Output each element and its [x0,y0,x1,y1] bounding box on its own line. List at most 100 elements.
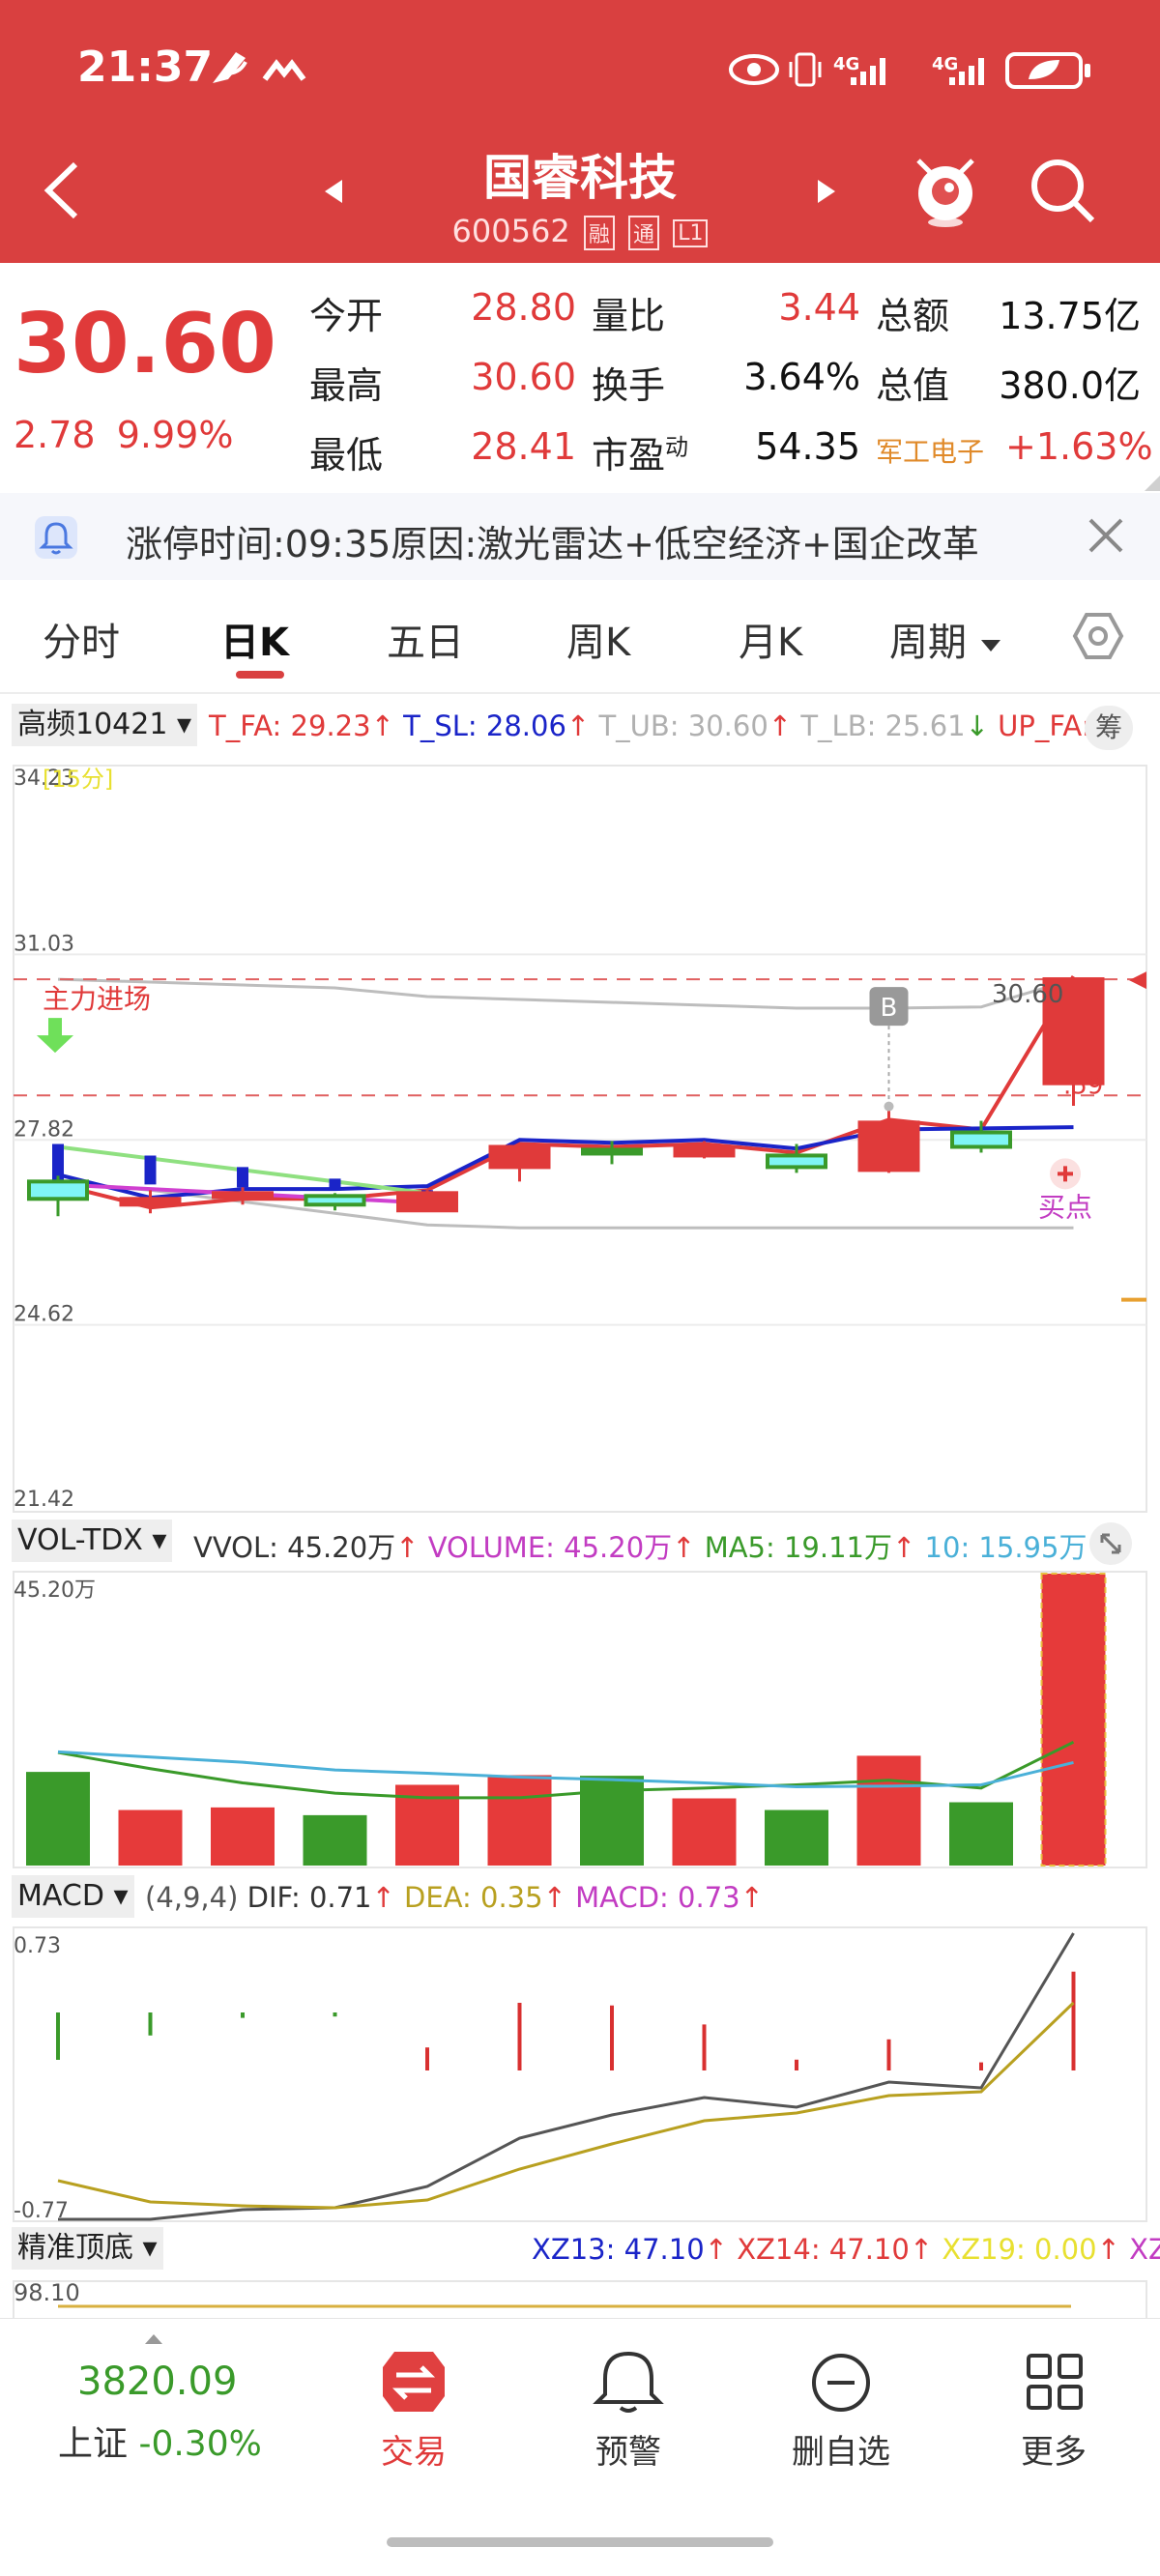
buy-marker-cross [1058,1166,1073,1182]
volume-indicator-values: VVOL: 45.20万↑ VOLUME: 45.20万↑ MA5: 19.11… [193,1531,1111,1564]
tab-monthly-k[interactable]: 月K [739,621,803,665]
red-signal-line [57,975,1076,1210]
price-label-lower: .59 [1063,1071,1103,1100]
main-indicator-selector[interactable]: 高频10421 ▾ [12,704,198,746]
status-time: 21:37 [77,43,214,92]
limit-up-notice[interactable]: 涨停时间:09:35原因:激光雷达+低空经济+国企改革 [0,493,1160,580]
volume-indicator-row: VOL-TDX ▾ VVOL: 45.20万↑ VOLUME: 45.20万↑ … [0,1520,1160,1568]
volume-bars: 45.20万 [14,1573,1107,1867]
remove-watchlist-icon[interactable] [764,2348,918,2416]
macd-chart[interactable]: 0.73-0.77 [0,1924,1160,2223]
index-line[interactable]: 上证 -0.30% [58,2416,262,2466]
expand-icon[interactable] [1088,1521,1133,1566]
main-indicator-row: 高频10421 ▾ T_FA: 29.23↑ T_SL: 28.06↑ T_UB… [0,704,1160,754]
indicator-volume: VOLUME: 45.20万 [427,1531,673,1564]
margin-badge: 融 [583,216,615,250]
corner-marker-icon [1145,476,1160,491]
label-turnover-amount: 总额 [876,295,950,337]
upper-band-line [57,977,1074,1010]
indicator-ma5: MA5: 19.11万 [704,1531,893,1564]
volume-bar [672,1798,737,1866]
price-tick-label: 27.82 [14,1117,74,1142]
candle-body [488,1144,551,1170]
volume-indicator-selector[interactable]: VOL-TDX ▾ [12,1520,173,1562]
topbottom-indicator-name: 精准顶底 [17,2231,133,2265]
label-pe-text: 市盈 [592,434,666,477]
nav-more[interactable]: 更多 [1021,2433,1087,2472]
volume-ma-lines [57,1740,1075,1800]
lower-band-line [57,1179,1074,1230]
settings-icon[interactable] [1071,609,1125,663]
close-icon[interactable] [1085,514,1127,557]
period-label: [15分] [43,766,113,793]
topbottom-indicator-values: XZ13: 47.10↑ XZ14: 47.10↑ XZ19: 0.00↑ XZ… [532,2233,1160,2266]
indicator-vvol: VVOL: 45.20万 [193,1531,396,1564]
tab-weekly-k[interactable]: 周K [566,621,631,665]
price-tick-label: 34.23 [14,767,74,791]
home-indicator [387,2537,773,2547]
price-change: 2.78 9.99% [14,414,233,456]
nav-alert[interactable]: 预警 [595,2433,661,2472]
nav-remove-watchlist[interactable]: 删自选 [792,2433,890,2472]
stock-code-line: 600562 融 通 L1 [0,213,1160,250]
indicator-xz13: XZ13: 47.10 [532,2233,705,2266]
label-market-cap: 总值 [876,364,950,407]
trade-icon[interactable] [336,2348,491,2416]
active-tab-indicator [236,671,284,679]
volume-bar [211,1807,275,1866]
candle-body [304,1194,366,1207]
macd-chart-frame [13,1926,1147,2222]
label-pe-sup: 动 [665,433,689,461]
nav-trade[interactable]: 交易 [381,2433,447,2472]
price-chart[interactable]: 34.23 31.03 27.82 24.62 21.42 [15分] 主力进场 B 30.6… [0,754,1160,1514]
price-pointer-icon [1129,971,1146,990]
indicator-tsl: T_SL: 28.06 [403,709,566,742]
price-chart-frame [13,765,1147,1513]
price-tick-label: 21.42 [14,1488,74,1512]
macd-axis-top: 0.73 [14,1934,61,1958]
volume-bar [26,1772,90,1866]
candle-body [950,1130,1012,1149]
last-price: 30.60 [14,296,277,392]
candle-body [766,1153,827,1170]
stock-code: 600562 [451,213,570,249]
topbottom-chart[interactable] [0,2277,1160,2320]
volume-chart[interactable]: 45.20万 [0,1568,1160,1869]
volume-bar [1040,1573,1107,1867]
notice-text: 涨停时间:09:35原因:激光雷达+低空经济+国企改革 [126,523,979,565]
tab-intraday[interactable]: 分时 [43,621,120,665]
b-marker [869,987,909,1027]
chips-button[interactable]: 筹 [1085,706,1133,750]
search-icon[interactable] [1027,155,1098,226]
index-caret-icon [145,2334,162,2344]
tab-daily-k[interactable]: 日K [220,621,289,665]
index-label: 上证 [58,2424,129,2464]
volume-bar [303,1814,367,1866]
bell-icon [35,516,77,559]
indicator-tub: T_UB: 30.60 [598,709,768,742]
mascot-icon[interactable] [909,151,982,230]
volume-bar [949,1802,1013,1866]
topbottom-indicator-selector[interactable]: 精准顶底 ▾ [12,2227,163,2270]
value-open: 28.80 [471,286,576,329]
macd-indicator-name: MACD [17,1879,104,1913]
more-grid-icon[interactable] [976,2348,1131,2416]
index-value[interactable]: 3820.09 [77,2359,238,2404]
next-stock-icon[interactable] [814,176,841,207]
sector-change[interactable]: +1.63% [1005,425,1153,468]
candle-body [27,1179,89,1201]
b-dot [884,1101,894,1112]
value-pe: 54.35 [755,425,860,468]
volume-indicator-name: VOL-TDX [17,1523,143,1557]
back-icon[interactable] [39,159,87,222]
sector-name[interactable]: 军工电子 [876,436,985,468]
value-high: 30.60 [471,356,576,398]
candle-body [119,1197,182,1207]
tab-five-day[interactable]: 五日 [387,621,464,665]
tab-period[interactable]: 周期 [889,611,1002,667]
alert-bell-icon[interactable] [551,2348,706,2416]
label-low: 最低 [309,434,384,477]
prev-stock-icon[interactable] [319,176,346,207]
macd-indicator-selector[interactable]: MACD ▾ [12,1875,134,1918]
macd-params: (4,9,4) [145,1881,239,1914]
